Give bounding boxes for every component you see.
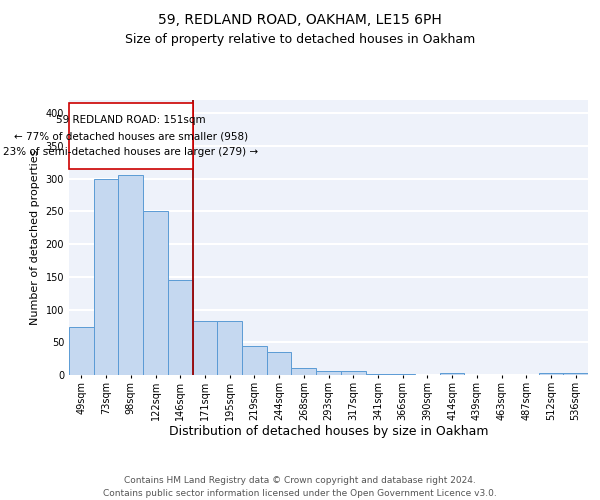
Bar — [390, 374, 415, 375]
Text: Contains HM Land Registry data © Crown copyright and database right 2024.
Contai: Contains HM Land Registry data © Crown c… — [103, 476, 497, 498]
Bar — [242, 346, 267, 375]
Bar — [118, 176, 143, 375]
Bar — [539, 373, 563, 375]
Bar — [193, 320, 217, 375]
Bar — [292, 368, 316, 375]
Text: 59, REDLAND ROAD, OAKHAM, LE15 6PH: 59, REDLAND ROAD, OAKHAM, LE15 6PH — [158, 12, 442, 26]
Bar — [563, 373, 588, 375]
Bar — [143, 212, 168, 375]
Text: Size of property relative to detached houses in Oakham: Size of property relative to detached ho… — [125, 32, 475, 46]
Bar — [168, 280, 193, 375]
Bar — [94, 178, 118, 375]
Text: 59 REDLAND ROAD: 151sqm
← 77% of detached houses are smaller (958)
23% of semi-d: 59 REDLAND ROAD: 151sqm ← 77% of detache… — [3, 116, 259, 156]
Bar — [341, 371, 365, 375]
Bar — [69, 327, 94, 375]
Y-axis label: Number of detached properties: Number of detached properties — [30, 150, 40, 325]
Bar — [316, 371, 341, 375]
Bar — [217, 320, 242, 375]
FancyBboxPatch shape — [69, 104, 193, 169]
Bar — [267, 352, 292, 375]
X-axis label: Distribution of detached houses by size in Oakham: Distribution of detached houses by size … — [169, 426, 488, 438]
Bar — [365, 374, 390, 375]
Bar — [440, 373, 464, 375]
